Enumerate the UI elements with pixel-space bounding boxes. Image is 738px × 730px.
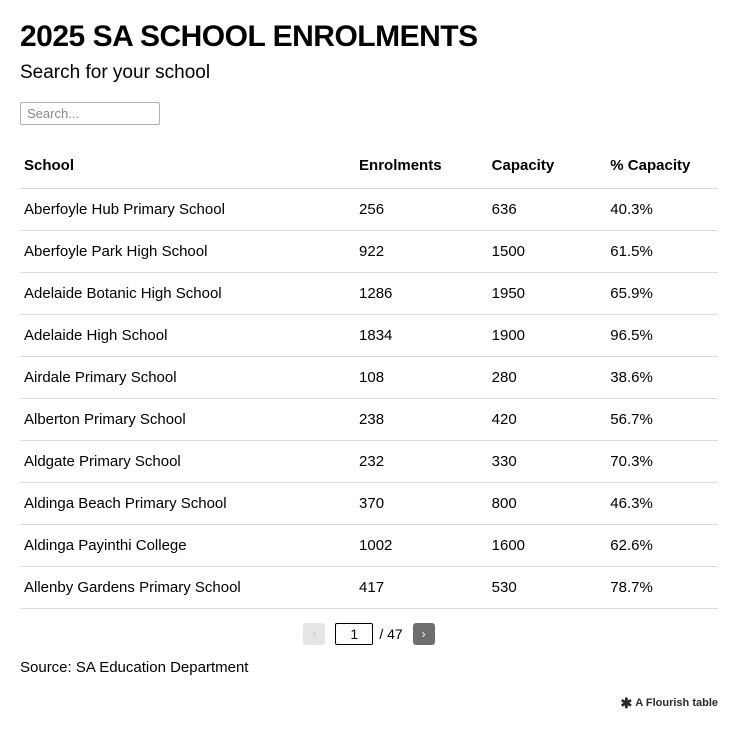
table-row: Aldinga Beach Primary School37080046.3%	[20, 483, 718, 525]
col-school[interactable]: School	[20, 147, 355, 189]
chevron-right-icon: ›	[422, 627, 426, 641]
cell-pct-capacity: 38.6%	[606, 357, 718, 399]
cell-pct-capacity: 96.5%	[606, 315, 718, 357]
cell-enrolments: 922	[355, 231, 488, 273]
page-input[interactable]	[335, 623, 373, 645]
table-row: Aldgate Primary School23233070.3%	[20, 441, 718, 483]
cell-capacity: 330	[488, 441, 607, 483]
table-row: Airdale Primary School10828038.6%	[20, 357, 718, 399]
table-row: Aberfoyle Park High School922150061.5%	[20, 231, 718, 273]
cell-school: Airdale Primary School	[20, 357, 355, 399]
cell-pct-capacity: 61.5%	[606, 231, 718, 273]
flourish-icon: ✱	[621, 696, 633, 710]
cell-capacity: 420	[488, 399, 607, 441]
cell-school: Aldinga Payinthi College	[20, 525, 355, 567]
cell-capacity: 1500	[488, 231, 607, 273]
cell-enrolments: 1002	[355, 525, 488, 567]
cell-school: Aldgate Primary School	[20, 441, 355, 483]
cell-enrolments: 370	[355, 483, 488, 525]
cell-school: Adelaide High School	[20, 315, 355, 357]
pager-next-button[interactable]: ›	[413, 623, 435, 645]
table-header-row: School Enrolments Capacity % Capacity	[20, 147, 718, 189]
cell-capacity: 1900	[488, 315, 607, 357]
cell-pct-capacity: 62.6%	[606, 525, 718, 567]
pager-prev-button[interactable]: ‹	[303, 623, 325, 645]
table-row: Adelaide High School1834190096.5%	[20, 315, 718, 357]
enrolments-table: School Enrolments Capacity % Capacity Ab…	[20, 147, 718, 609]
col-enrolments[interactable]: Enrolments	[355, 147, 488, 189]
cell-capacity: 1950	[488, 273, 607, 315]
cell-enrolments: 232	[355, 441, 488, 483]
source-text: Source: SA Education Department	[20, 659, 718, 676]
table-row: Adelaide Botanic High School1286195065.9…	[20, 273, 718, 315]
cell-school: Allenby Gardens Primary School	[20, 567, 355, 609]
cell-capacity: 530	[488, 567, 607, 609]
search-input[interactable]	[20, 102, 160, 125]
cell-school: Aldinga Beach Primary School	[20, 483, 355, 525]
cell-school: Adelaide Botanic High School	[20, 273, 355, 315]
page-subtitle: Search for your school	[20, 62, 718, 84]
cell-capacity: 800	[488, 483, 607, 525]
table-row: Aldinga Payinthi College1002160062.6%	[20, 525, 718, 567]
cell-pct-capacity: 78.7%	[606, 567, 718, 609]
col-capacity[interactable]: Capacity	[488, 147, 607, 189]
cell-enrolments: 108	[355, 357, 488, 399]
cell-capacity: 280	[488, 357, 607, 399]
table-row: Allenby Gardens Primary School41753078.7…	[20, 567, 718, 609]
cell-school: Alberton Primary School	[20, 399, 355, 441]
cell-school: Aberfoyle Park High School	[20, 231, 355, 273]
cell-enrolments: 417	[355, 567, 488, 609]
cell-school: Aberfoyle Hub Primary School	[20, 189, 355, 231]
page-total: / 47	[379, 626, 402, 642]
cell-capacity: 636	[488, 189, 607, 231]
cell-enrolments: 1834	[355, 315, 488, 357]
table-row: Alberton Primary School23842056.7%	[20, 399, 718, 441]
cell-pct-capacity: 56.7%	[606, 399, 718, 441]
cell-enrolments: 238	[355, 399, 488, 441]
cell-pct-capacity: 46.3%	[606, 483, 718, 525]
cell-enrolments: 256	[355, 189, 488, 231]
chevron-left-icon: ‹	[312, 627, 316, 641]
credit[interactable]: ✱ A Flourish table	[20, 696, 718, 710]
cell-pct-capacity: 40.3%	[606, 189, 718, 231]
cell-pct-capacity: 65.9%	[606, 273, 718, 315]
credit-text: A Flourish table	[635, 697, 718, 709]
cell-capacity: 1600	[488, 525, 607, 567]
page-title: 2025 SA SCHOOL ENROLMENTS	[20, 20, 718, 54]
cell-pct-capacity: 70.3%	[606, 441, 718, 483]
table-row: Aberfoyle Hub Primary School25663640.3%	[20, 189, 718, 231]
pager: ‹ / 47 ›	[20, 623, 718, 645]
cell-enrolments: 1286	[355, 273, 488, 315]
col-pct-capacity[interactable]: % Capacity	[606, 147, 718, 189]
